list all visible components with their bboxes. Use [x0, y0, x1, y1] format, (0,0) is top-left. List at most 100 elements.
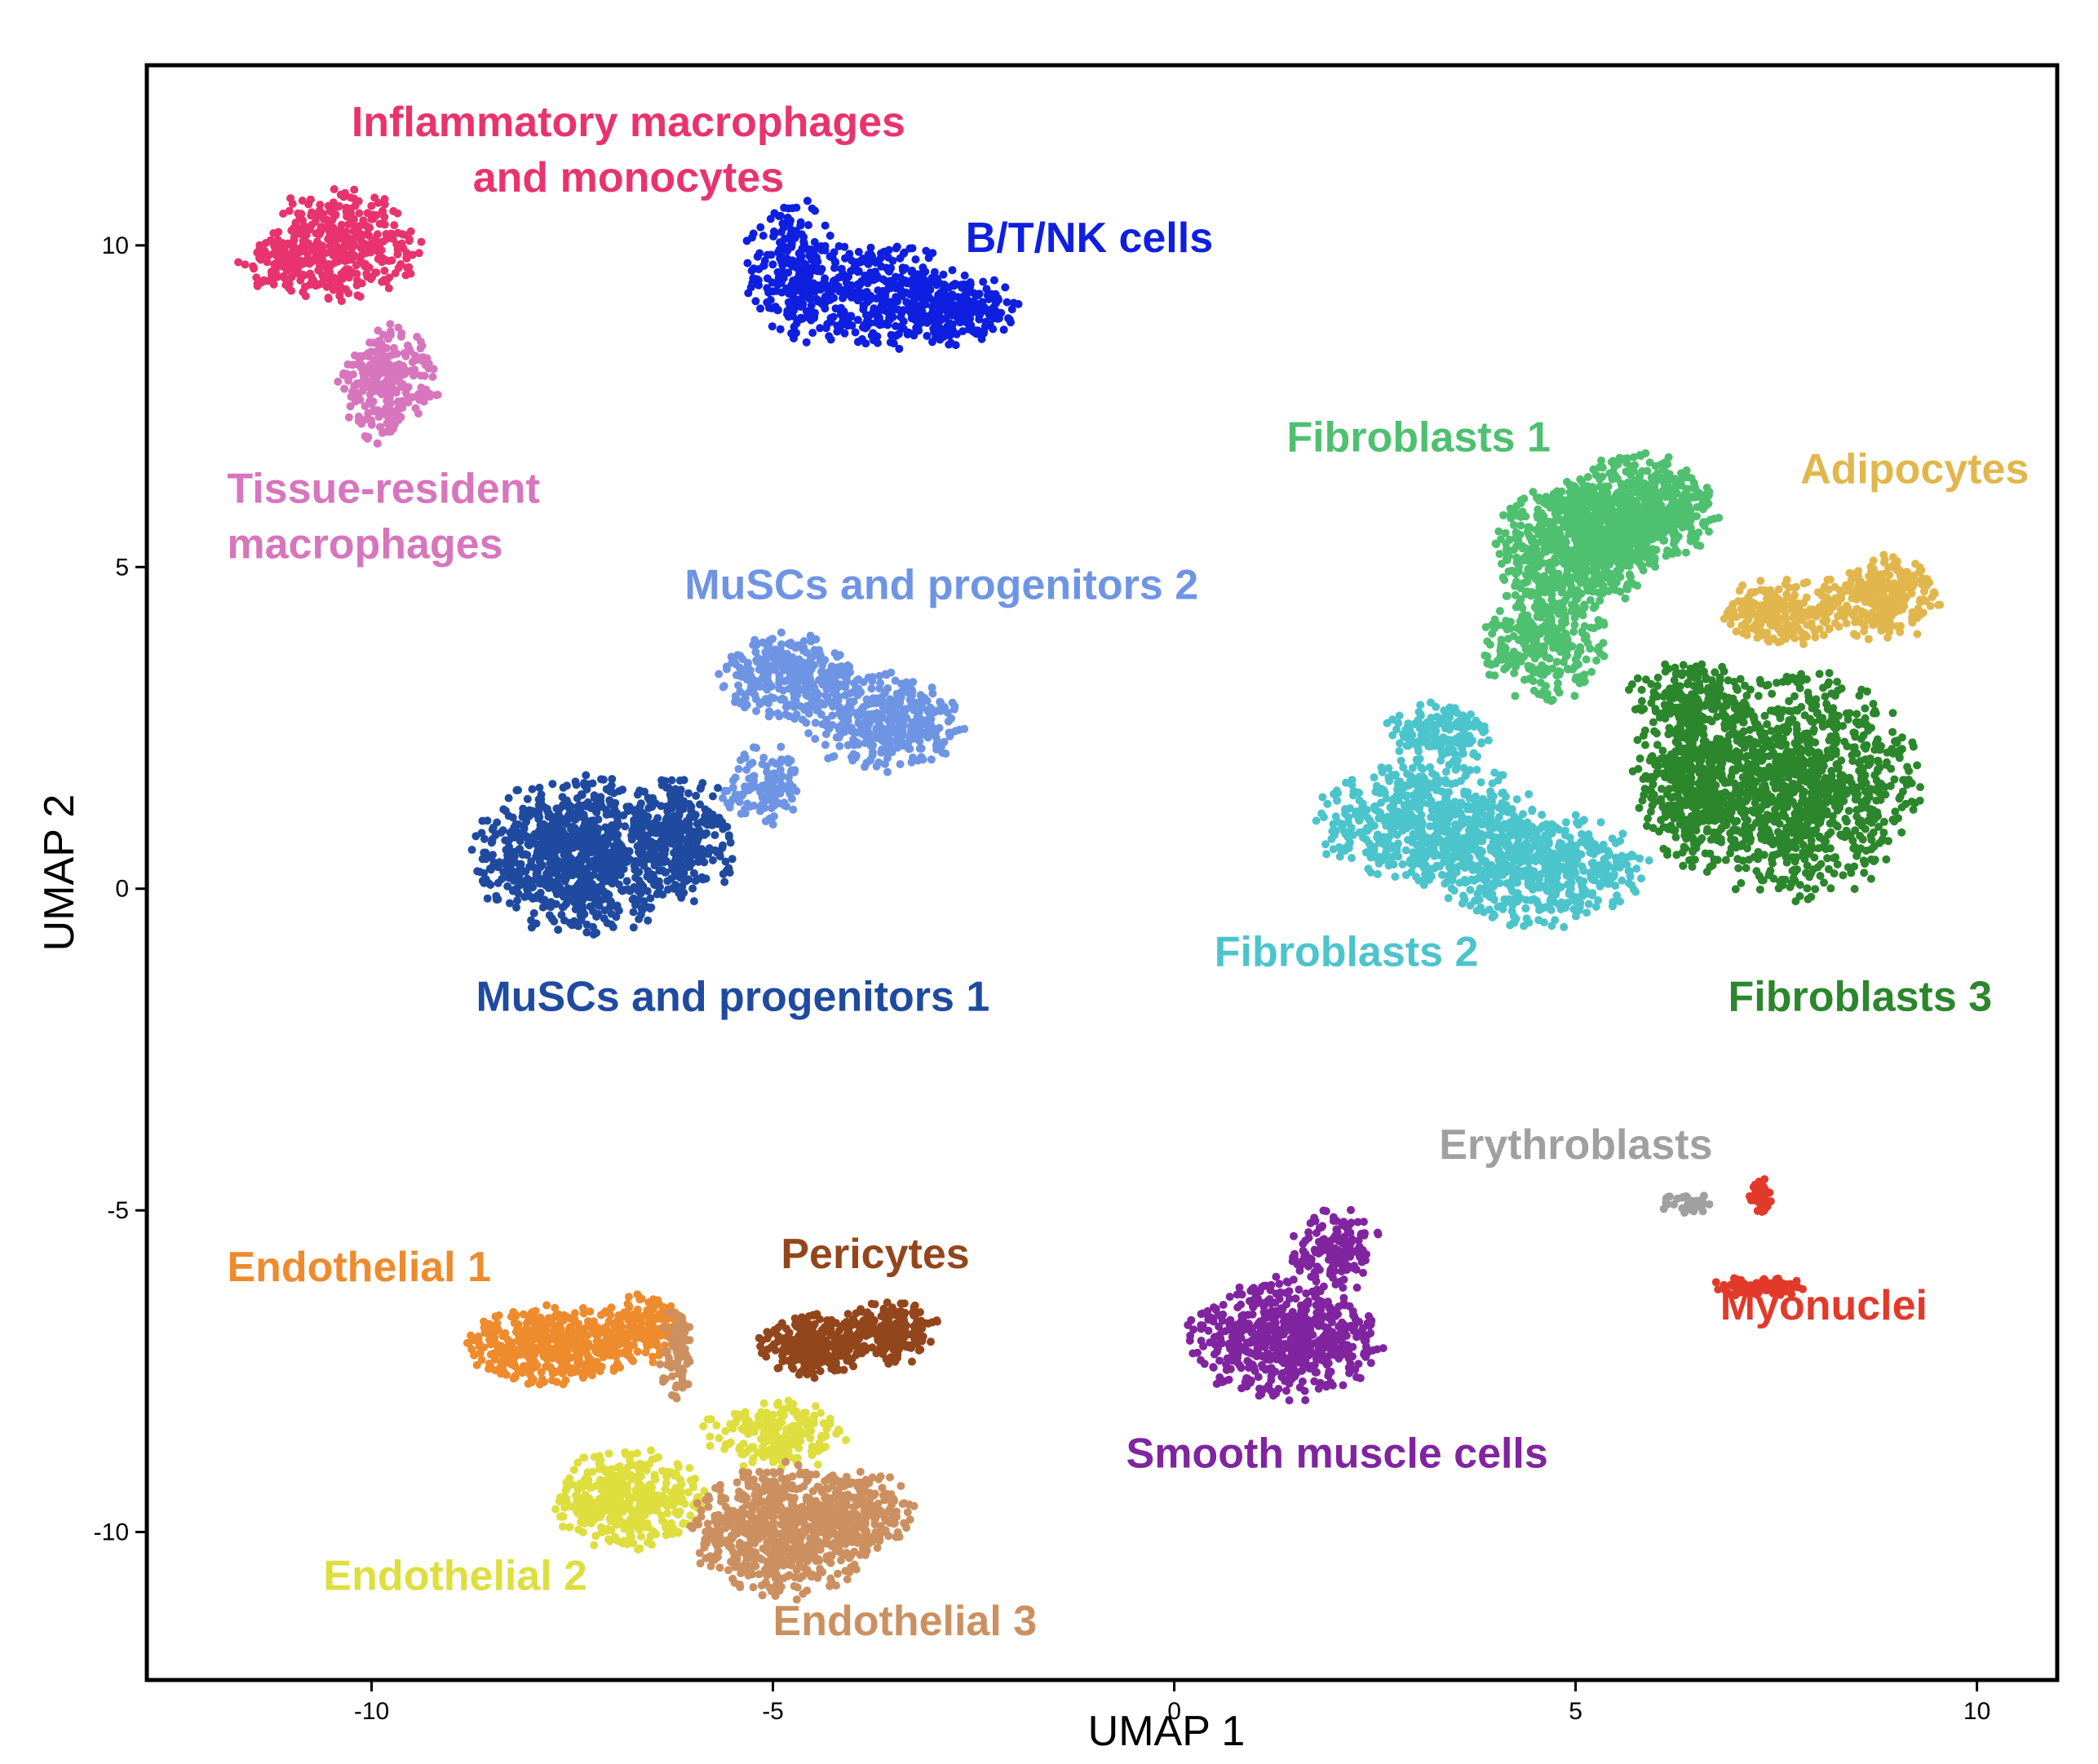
cell-point [636, 799, 645, 808]
cell-point [1499, 511, 1507, 519]
cell-point [758, 800, 767, 809]
cell-point [660, 849, 669, 858]
cell-point [554, 926, 563, 935]
cell-point [1524, 548, 1533, 557]
cell-point [918, 284, 927, 293]
cell-point [494, 878, 502, 887]
cell-point [635, 915, 644, 923]
cell-point [921, 267, 930, 276]
cell-point [508, 813, 517, 822]
cell-point [353, 360, 361, 369]
cell-point [384, 365, 393, 374]
cell-point [589, 922, 597, 931]
cell-point [724, 833, 733, 842]
cell-point [696, 785, 705, 794]
cell-point [911, 255, 920, 264]
cell-point [895, 344, 904, 353]
cell-point [728, 783, 737, 792]
cell-point [527, 916, 536, 925]
cell-point [752, 706, 761, 715]
cell-point [396, 332, 405, 341]
cell-point [1600, 509, 1609, 518]
cell-point [776, 325, 785, 334]
cell-point [389, 343, 398, 352]
cell-point [377, 245, 386, 254]
cell-point [279, 210, 288, 218]
cell-point [1698, 505, 1707, 514]
cell-point [502, 856, 511, 865]
cell-point [843, 716, 852, 725]
cell-point [927, 683, 936, 692]
cell-point [299, 271, 308, 280]
cell-point [980, 329, 988, 338]
cell-point [904, 279, 913, 288]
cell-point [763, 250, 772, 259]
cell-point [1566, 578, 1575, 587]
cell-point [865, 319, 874, 327]
cell-point [373, 378, 381, 387]
cell-point [820, 277, 829, 286]
cell-point [505, 899, 514, 908]
cell-point [352, 281, 361, 290]
cell-point [723, 665, 731, 674]
cell-point [309, 276, 318, 285]
cell-point [1543, 517, 1552, 526]
cell-point [1657, 460, 1666, 469]
cell-point [1547, 501, 1556, 510]
cell-point [994, 295, 1003, 304]
cell-point [706, 816, 715, 825]
cell-point [950, 702, 959, 710]
cell-point [1590, 526, 1599, 535]
cell-point [308, 246, 317, 255]
cell-point [889, 339, 898, 348]
cell-point [342, 203, 351, 212]
cell-point [364, 366, 373, 375]
cell-point [523, 851, 532, 860]
cell-point [759, 655, 768, 664]
cell-point [564, 803, 573, 812]
cell-point [1578, 576, 1586, 585]
cell-point [284, 240, 293, 249]
cell-point [489, 851, 497, 860]
cell-point [373, 386, 382, 395]
cell-point [495, 858, 504, 867]
cell-point [843, 741, 852, 749]
cell-point [565, 833, 574, 842]
cell-point [724, 864, 733, 873]
cell-point [1638, 563, 1646, 572]
cell-point [905, 244, 914, 253]
cell-point [1597, 580, 1606, 589]
cell-point [899, 306, 908, 315]
cell-point [590, 802, 599, 811]
cell-point [657, 802, 666, 811]
cell-point [772, 787, 781, 796]
cell-point [1602, 484, 1611, 493]
cell-point [345, 273, 353, 282]
cell-point [851, 728, 860, 737]
cell-point [1686, 537, 1695, 546]
cell-point [519, 828, 528, 837]
cell-point [419, 387, 428, 395]
cell-point [1591, 571, 1600, 580]
cell-point [1589, 603, 1598, 612]
cell-point [1675, 509, 1684, 518]
cell-point [369, 407, 378, 416]
cell-point [559, 902, 568, 911]
cell-point [504, 794, 513, 802]
cell-point [679, 847, 688, 855]
cell-point [414, 249, 423, 258]
cell-point [365, 338, 374, 347]
cell-point [776, 765, 785, 774]
cell-point [887, 748, 896, 757]
cell-point [510, 847, 519, 856]
cell-point [797, 252, 806, 261]
cell-point [1650, 490, 1659, 499]
cell-point [523, 884, 532, 893]
cell-point [533, 891, 542, 900]
cell-point [731, 790, 740, 799]
cell-point [751, 648, 760, 657]
cell-point [829, 702, 837, 711]
cell-point [989, 325, 998, 334]
cell-point [560, 816, 569, 825]
cell-point [994, 314, 1003, 323]
